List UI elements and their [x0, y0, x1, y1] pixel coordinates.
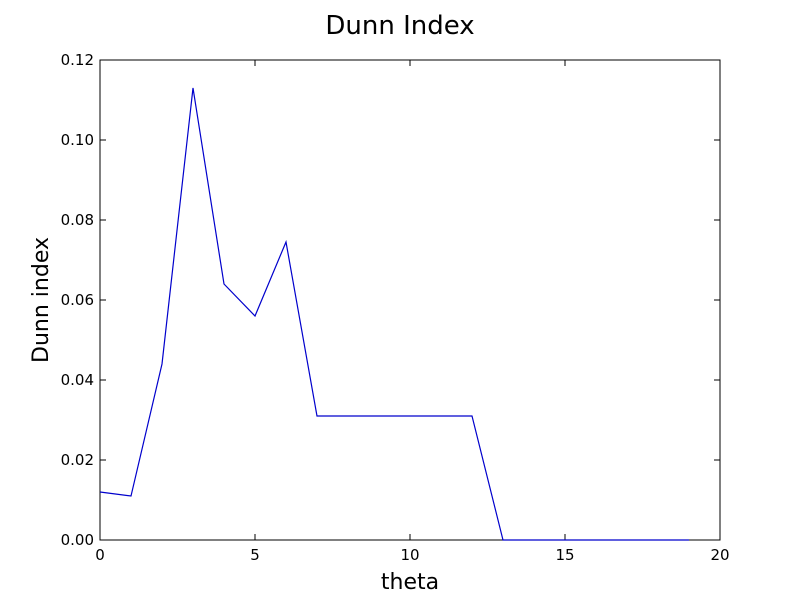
y-tick-label: 0.08: [61, 211, 94, 229]
y-tick-label: 0.04: [61, 371, 94, 389]
chart-title: Dunn Index: [325, 11, 474, 41]
plot-frame: [99, 59, 721, 541]
x-axis-label: theta: [381, 570, 439, 595]
y-axis-label: Dunn index: [29, 237, 54, 363]
x-tick-label: 0: [95, 546, 105, 564]
y-tick-label: 0.10: [61, 131, 94, 149]
series-line: [99, 87, 689, 541]
x-tick-label: 5: [250, 546, 260, 564]
plot-area: 0 5 10 15 20 0.00 0.02 0.04 0.06 0.08 0.10 0.12: [61, 51, 730, 564]
x-tick-label: 10: [400, 546, 419, 564]
y-tick-label: 0.06: [61, 291, 94, 309]
y-tick-label: 0.12: [61, 51, 94, 69]
y-tick-label: 0.00: [61, 531, 94, 549]
y-tick-label: 0.02: [61, 451, 94, 469]
x-tick-label: 20: [710, 546, 729, 564]
x-tick-label: 15: [555, 546, 574, 564]
